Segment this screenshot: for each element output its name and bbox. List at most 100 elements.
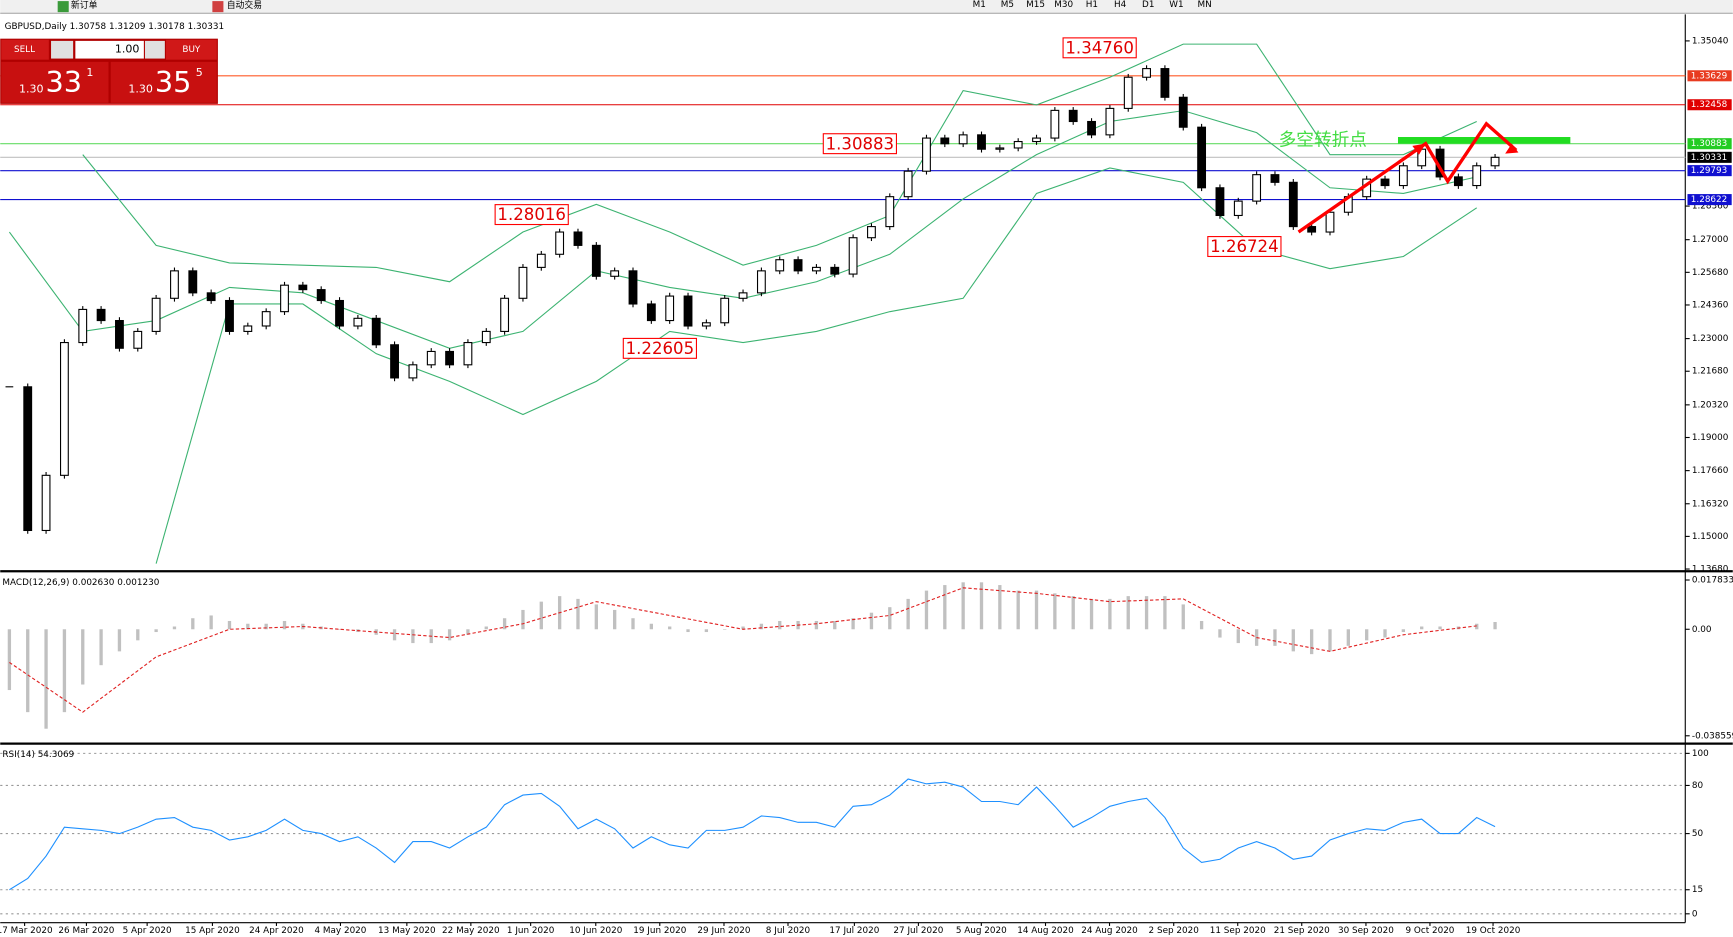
- candle: [1160, 68, 1170, 98]
- y-tick-label: 1.25680: [1692, 268, 1729, 278]
- macd-bar: [961, 582, 965, 630]
- lot-value[interactable]: 1.00: [115, 43, 140, 56]
- timeframe-button[interactable]: H1: [1086, 0, 1098, 10]
- candle: [591, 244, 601, 277]
- annotation-box: [494, 204, 569, 226]
- macd-bar: [154, 629, 158, 633]
- annotation-label: 1.26724: [1210, 237, 1279, 256]
- candle: [1013, 140, 1023, 149]
- buy-button[interactable]: [165, 39, 217, 60]
- candle: [170, 270, 179, 299]
- y-tick-label: 15: [1692, 885, 1703, 895]
- y-tick-label: 1.21680: [1692, 367, 1729, 377]
- timeframe-button[interactable]: W1: [1169, 0, 1183, 10]
- candle: [995, 147, 1005, 150]
- candle: [1105, 107, 1115, 136]
- macd-bar: [1309, 629, 1314, 655]
- macd-bar: [1365, 629, 1369, 641]
- macd-bar: [888, 607, 892, 630]
- timeframe-button[interactable]: D1: [1142, 0, 1154, 10]
- candle: [775, 259, 785, 272]
- level-label: 1.28622: [1691, 195, 1728, 205]
- timeframe-button[interactable]: M15: [1026, 0, 1045, 10]
- y-tick-label: 1.19000: [1692, 433, 1729, 443]
- y-tick-label: 50: [1692, 829, 1704, 839]
- macd-bar: [209, 615, 213, 630]
- macd-bar: [1328, 629, 1332, 652]
- timeframe-button[interactable]: M5: [1001, 0, 1014, 10]
- candle: [261, 311, 271, 327]
- candle: [573, 231, 583, 246]
- macd-bar: [264, 623, 268, 630]
- y-tick-label: 1.28360: [1692, 202, 1729, 212]
- x-tick-label: 14 Aug 2020: [1017, 926, 1074, 936]
- candle: [463, 342, 473, 366]
- candle: [1142, 68, 1151, 78]
- timeframe-button[interactable]: M30: [1054, 0, 1073, 10]
- timeframe-button[interactable]: H4: [1114, 0, 1127, 10]
- macd-bar: [1108, 598, 1112, 630]
- macd-bar: [136, 629, 140, 641]
- lot-down[interactable]: [51, 40, 74, 59]
- x-tick-label: 15 Apr 2020: [185, 926, 240, 936]
- lot-input[interactable]: [75, 40, 144, 59]
- candle: [1032, 137, 1041, 143]
- level-label-bg: [1687, 70, 1732, 82]
- macd-bar: [1218, 629, 1222, 638]
- toolbar-icon[interactable]: [57, 1, 69, 13]
- candle: [1325, 211, 1335, 233]
- timeframe-button[interactable]: MN: [1197, 0, 1211, 10]
- macd-bar: [484, 626, 488, 630]
- buy-label[interactable]: BUY: [182, 45, 201, 55]
- macd-bar: [686, 629, 690, 633]
- y-tick-label: 100: [1692, 749, 1709, 759]
- rsi-line: [9, 778, 1496, 891]
- toolbar-button[interactable]: 自动交易: [227, 0, 262, 11]
- x-tick-label: 24 Apr 2020: [249, 926, 304, 936]
- toolbar-icon[interactable]: [212, 1, 224, 13]
- macd-bar: [1144, 596, 1149, 630]
- timeframe-button[interactable]: M1: [973, 0, 986, 10]
- sell-price-box[interactable]: [1, 61, 109, 103]
- candle: [151, 297, 161, 332]
- macd-bar: [502, 618, 507, 630]
- macd-bar: [631, 618, 635, 630]
- ask-small: 5: [196, 66, 203, 79]
- macd-bar: [906, 598, 910, 630]
- macd-bar: [81, 629, 85, 685]
- candle: [445, 350, 455, 366]
- candle: [1270, 174, 1280, 183]
- annotation-box: [1207, 236, 1282, 258]
- macd-bar: [26, 629, 30, 713]
- trade-panel: SELL 1.00 BUY 1.30 33 1 1.30 35 5: [0, 38, 218, 104]
- x-tick-label: 4 May 2020: [314, 926, 366, 936]
- y-tick-label: 1.16320: [1692, 499, 1729, 509]
- lot-up[interactable]: [144, 40, 165, 59]
- candle: [1453, 176, 1463, 187]
- macd-bar: [7, 629, 12, 691]
- x-tick-label: 27 Jul 2020: [893, 926, 943, 936]
- x-tick-label: 21 Sep 2020: [1274, 926, 1330, 936]
- macd-bar: [851, 618, 855, 630]
- macd-bar: [1273, 629, 1277, 646]
- candle: [885, 196, 895, 228]
- toolbar-button[interactable]: 新订单: [71, 0, 98, 11]
- y-tick-label: -0.038559: [1692, 731, 1733, 741]
- macd-bar: [1420, 626, 1424, 630]
- candle: [280, 284, 289, 313]
- candle: [298, 284, 308, 291]
- y-tick-label: 1.27000: [1692, 235, 1729, 245]
- macd-bar: [613, 609, 617, 630]
- candle: [812, 266, 821, 272]
- x-tick-label: 30 Sep 2020: [1338, 926, 1394, 936]
- macd-bar: [337, 629, 342, 630]
- candle: [1197, 126, 1207, 189]
- candle: [903, 170, 913, 198]
- sell-button[interactable]: [1, 39, 49, 60]
- sell-label[interactable]: SELL: [14, 45, 35, 55]
- macd-bar: [1126, 596, 1130, 630]
- buy-price-box[interactable]: [110, 61, 217, 103]
- candle: [701, 322, 711, 327]
- candle: [371, 317, 381, 346]
- bid-big: 33: [46, 65, 83, 99]
